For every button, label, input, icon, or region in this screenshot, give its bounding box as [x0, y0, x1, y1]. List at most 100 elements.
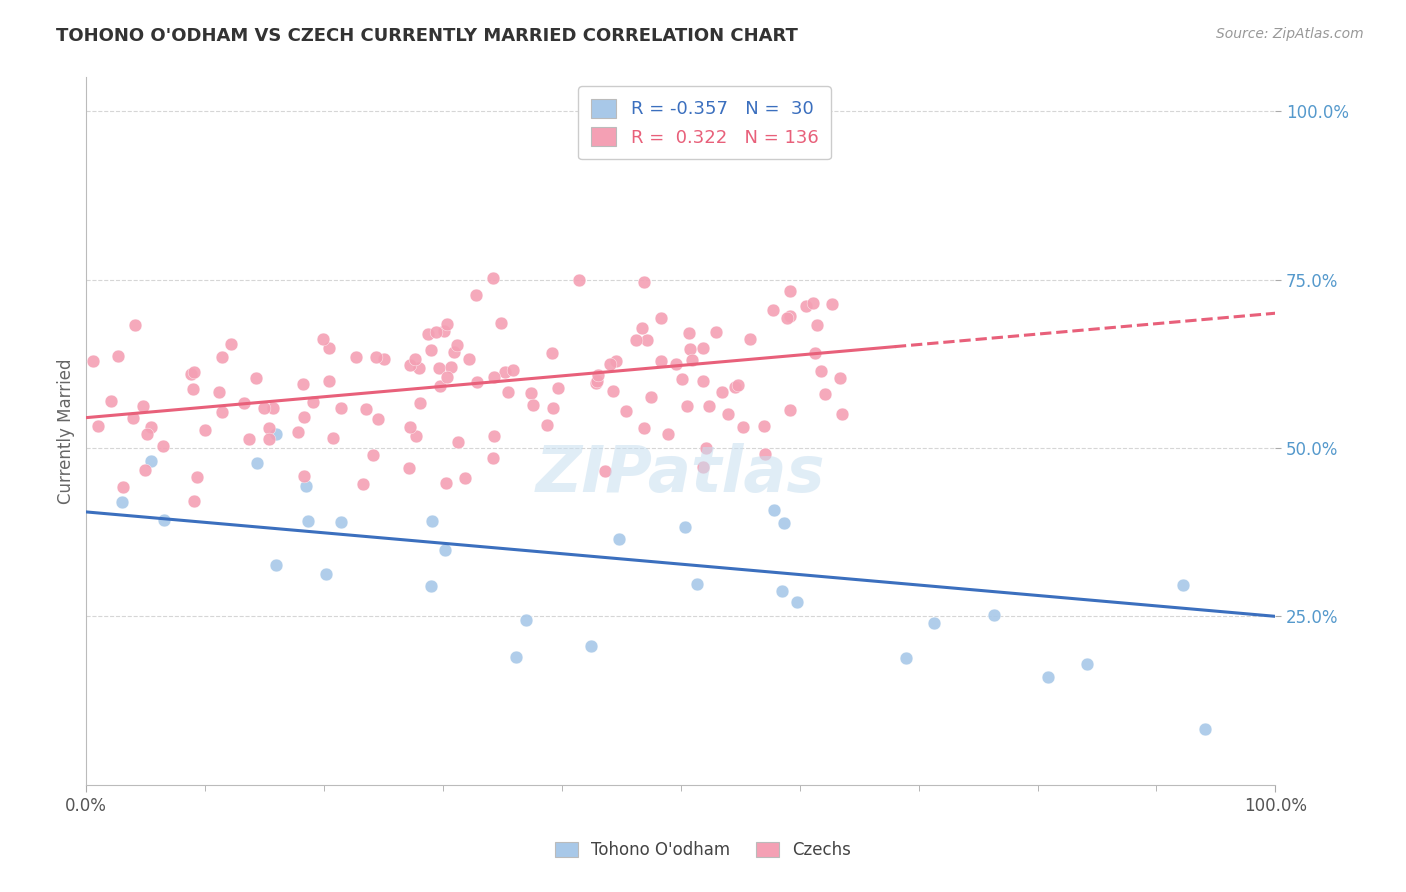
- Point: [482, 450, 505, 465]
- Point: [124, 318, 146, 333]
- Point: [132, 399, 155, 413]
- Point: [650, 354, 672, 368]
- Point: [806, 318, 828, 332]
- Point: [650, 310, 672, 325]
- Point: [602, 384, 624, 398]
- Point: [107, 349, 129, 363]
- Point: [786, 595, 808, 609]
- Point: [409, 396, 432, 410]
- Point: [568, 273, 591, 287]
- Point: [398, 461, 420, 475]
- Text: Source: ZipAtlas.com: Source: ZipAtlas.com: [1216, 27, 1364, 41]
- Point: [640, 390, 662, 404]
- Point: [541, 345, 564, 359]
- Point: [429, 379, 451, 393]
- Point: [773, 516, 796, 531]
- Point: [245, 371, 267, 385]
- Point: [779, 285, 801, 299]
- Point: [801, 295, 824, 310]
- Point: [420, 515, 443, 529]
- Point: [246, 456, 269, 470]
- Point: [631, 321, 654, 335]
- Point: [831, 407, 853, 421]
- Point: [440, 359, 463, 374]
- Point: [717, 407, 740, 421]
- Point: [614, 404, 637, 418]
- Point: [626, 333, 648, 347]
- Point: [482, 370, 505, 384]
- Point: [257, 432, 280, 446]
- Point: [752, 419, 775, 434]
- Point: [704, 326, 727, 340]
- Point: [436, 318, 458, 332]
- Point: [814, 387, 837, 401]
- Point: [496, 384, 519, 399]
- Point: [297, 514, 319, 528]
- Point: [436, 370, 458, 384]
- Point: [134, 463, 156, 477]
- Point: [404, 351, 426, 366]
- Point: [821, 296, 844, 310]
- Point: [232, 396, 254, 410]
- Point: [457, 351, 479, 366]
- Point: [100, 394, 122, 409]
- Point: [181, 382, 204, 396]
- Point: [399, 358, 422, 372]
- Point: [522, 398, 544, 412]
- Point: [770, 583, 793, 598]
- Point: [405, 428, 427, 442]
- Point: [697, 399, 720, 413]
- Point: [779, 310, 801, 324]
- Point: [896, 651, 918, 665]
- Point: [427, 361, 450, 376]
- Point: [763, 503, 786, 517]
- Point: [547, 381, 569, 395]
- Point: [636, 333, 658, 347]
- Point: [465, 376, 488, 390]
- Legend: Tohono O'odham, Czechs: Tohono O'odham, Czechs: [548, 835, 858, 866]
- Point: [434, 475, 457, 490]
- Point: [257, 421, 280, 435]
- Point: [418, 327, 440, 342]
- Point: [731, 420, 754, 434]
- Point: [796, 299, 818, 313]
- Point: [318, 374, 340, 388]
- Point: [692, 374, 714, 388]
- Point: [122, 411, 145, 425]
- Point: [447, 434, 470, 449]
- Point: [830, 371, 852, 385]
- Point: [264, 427, 287, 442]
- Point: [354, 402, 377, 417]
- Point: [484, 429, 506, 443]
- Point: [724, 380, 747, 394]
- Point: [505, 649, 527, 664]
- Text: ZIPatlas: ZIPatlas: [536, 442, 825, 505]
- Point: [211, 350, 233, 364]
- Point: [111, 495, 134, 509]
- Point: [673, 520, 696, 534]
- Point: [425, 325, 447, 339]
- Point: [82, 353, 104, 368]
- Point: [536, 417, 558, 432]
- Point: [1194, 722, 1216, 736]
- Point: [302, 394, 325, 409]
- Point: [541, 401, 564, 415]
- Point: [287, 425, 309, 439]
- Point: [605, 354, 627, 368]
- Point: [291, 377, 314, 392]
- Point: [464, 288, 486, 302]
- Point: [373, 352, 395, 367]
- Point: [322, 431, 344, 445]
- Point: [607, 532, 630, 546]
- Point: [186, 470, 208, 484]
- Point: [311, 332, 333, 346]
- Point: [599, 357, 621, 371]
- Point: [330, 401, 353, 416]
- Point: [366, 350, 388, 364]
- Point: [692, 341, 714, 355]
- Y-axis label: Currently Married: Currently Married: [58, 359, 75, 504]
- Point: [183, 365, 205, 379]
- Point: [318, 341, 340, 355]
- Point: [678, 326, 700, 340]
- Point: [292, 409, 315, 424]
